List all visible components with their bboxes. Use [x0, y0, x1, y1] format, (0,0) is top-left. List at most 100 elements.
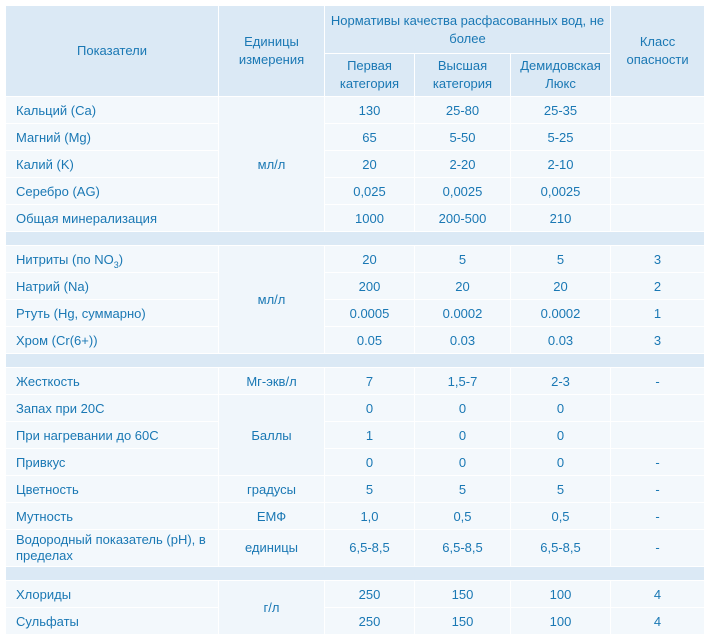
value-highest: 2-20 — [414, 150, 511, 178]
indicator-name: Магний (Mg) — [5, 123, 219, 151]
top-strip — [0, 0, 709, 5]
nitrite-suffix: ) — [118, 251, 124, 267]
table-row: При нагревании до 60С 1 0 0 — [5, 421, 706, 449]
unit-cell: градусы — [218, 475, 325, 503]
nitrite-label: Нитриты (по NO — [16, 251, 114, 267]
header-highest-category: Высшая категория — [414, 53, 511, 97]
indicator-name: Ртуть (Hg, суммарно) — [5, 299, 219, 327]
value-highest: 5 — [414, 475, 511, 503]
table-row: Серебро (AG) 0,025 0,0025 0,0025 — [5, 177, 706, 205]
value-hazard — [610, 150, 706, 178]
value-first: 130 — [324, 96, 415, 124]
value-hazard: 2 — [610, 272, 706, 300]
value-demidov: 6,5-8,5 — [509, 529, 612, 567]
value-demidov: 20 — [509, 272, 612, 300]
group-separator — [4, 231, 706, 246]
table-row: Цветность градусы 5 5 5 - — [5, 475, 706, 503]
table-row: Водородный показатель (pH), в пределах е… — [5, 529, 706, 567]
value-first: 1 — [324, 421, 415, 449]
value-first: 200 — [324, 272, 415, 300]
value-hazard — [610, 96, 706, 124]
table-row: Сульфаты 250 150 100 4 — [5, 607, 706, 635]
indicator-name: Запах при 20С — [5, 394, 219, 422]
group-separator — [4, 353, 706, 368]
value-highest: 0 — [414, 448, 511, 476]
indicator-name: Общая минерализация — [5, 204, 219, 232]
value-hazard — [610, 204, 706, 232]
indicator-name: Цветность — [5, 475, 219, 503]
value-highest: 150 — [414, 607, 511, 635]
value-hazard: - — [610, 529, 706, 567]
value-first: 0,025 — [324, 177, 415, 205]
value-first: 1,0 — [324, 502, 415, 530]
value-demidov: 5 — [509, 475, 612, 503]
table-row: Ртуть (Hg, суммарно) 0.0005 0.0002 0.000… — [5, 299, 706, 327]
value-first: 0 — [324, 394, 415, 422]
unit-cell: мл/л — [218, 245, 325, 354]
value-demidov: 0.0002 — [509, 299, 612, 327]
value-highest: 0,5 — [414, 502, 511, 530]
table-row: Мутность ЕМФ 1,0 0,5 0,5 - — [5, 502, 706, 530]
value-first: 20 — [324, 150, 415, 178]
value-hazard: - — [610, 502, 706, 530]
value-demidov: 2-10 — [509, 150, 612, 178]
value-demidov: 5 — [509, 245, 612, 273]
value-highest: 1,5-7 — [414, 367, 511, 395]
indicator-name: Мутность — [5, 502, 219, 530]
group-separator — [4, 566, 706, 581]
indicator-name: Хром (Cr(6+)) — [5, 326, 219, 354]
indicator-name: Кальций (Ca) — [5, 96, 219, 124]
table-row: Хлориды г/л 250 150 100 4 — [5, 580, 706, 635]
value-demidov: 100 — [509, 580, 612, 608]
value-hazard: - — [610, 448, 706, 476]
value-hazard: 4 — [610, 580, 706, 608]
value-first: 6,5-8,5 — [324, 529, 415, 567]
value-highest: 25-80 — [414, 96, 511, 124]
value-first: 65 — [324, 123, 415, 151]
indicator-name: Привкус — [5, 448, 219, 476]
indicator-name: Натрий (Na) — [5, 272, 219, 300]
value-highest: 0.0002 — [414, 299, 511, 327]
value-highest: 6,5-8,5 — [414, 529, 511, 567]
header-hazard-class: Класс опасности — [610, 5, 706, 97]
unit-cell: единицы — [218, 529, 325, 567]
table-row: Калий (K) 20 2-20 2-10 — [5, 150, 706, 178]
table-row: Магний (Mg) 65 5-50 5-25 — [5, 123, 706, 151]
table-row: Нитриты (по NO3) мл/л 20 5 5 3 — [5, 245, 706, 354]
table-row: Натрий (Na) 200 20 20 2 — [5, 272, 706, 300]
value-hazard — [610, 394, 706, 422]
table-row: Жесткость Мг-экв/л 7 1,5-7 2-3 - — [5, 367, 706, 395]
value-highest: 5-50 — [414, 123, 511, 151]
value-demidov: 0,5 — [509, 502, 612, 530]
unit-cell: мл/л — [218, 96, 325, 232]
value-first: 1000 — [324, 204, 415, 232]
indicator-name: Нитриты (по NO3) — [5, 245, 219, 273]
table-row: Общая минерализация 1000 200-500 210 — [5, 204, 706, 232]
value-hazard: - — [610, 475, 706, 503]
value-demidov: 210 — [509, 204, 612, 232]
water-quality-table: Показатели Единицы измерения Нормативы к… — [4, 5, 706, 635]
value-hazard: 4 — [610, 607, 706, 635]
table-row: Запах при 20С Баллы 0 0 0 — [5, 394, 706, 476]
value-highest: 150 — [414, 580, 511, 608]
value-demidov: 0 — [509, 421, 612, 449]
value-first: 5 — [324, 475, 415, 503]
value-first: 0.0005 — [324, 299, 415, 327]
indicator-name: Хлориды — [5, 580, 219, 608]
indicator-name: При нагревании до 60С — [5, 421, 219, 449]
header-norms: Нормативы качества расфасованных вод, не… — [323, 5, 612, 54]
value-hazard: 1 — [610, 299, 706, 327]
value-highest: 0.03 — [414, 326, 511, 354]
value-demidov: 0,0025 — [509, 177, 612, 205]
header-demidov-lux: Демидовская Люкс — [509, 53, 612, 97]
table-row: Привкус 0 0 0 - — [5, 448, 706, 476]
table-row: Хром (Cr(6+)) 0.05 0.03 0.03 3 — [5, 326, 706, 354]
value-hazard — [610, 421, 706, 449]
indicator-name: Жесткость — [5, 367, 219, 395]
header-units: Единицы измерения — [218, 5, 325, 97]
header-indicators: Показатели — [5, 5, 219, 97]
unit-cell: Мг-экв/л — [218, 367, 325, 395]
value-hazard: 3 — [610, 245, 706, 273]
value-demidov: 2-3 — [509, 367, 612, 395]
value-hazard — [610, 177, 706, 205]
